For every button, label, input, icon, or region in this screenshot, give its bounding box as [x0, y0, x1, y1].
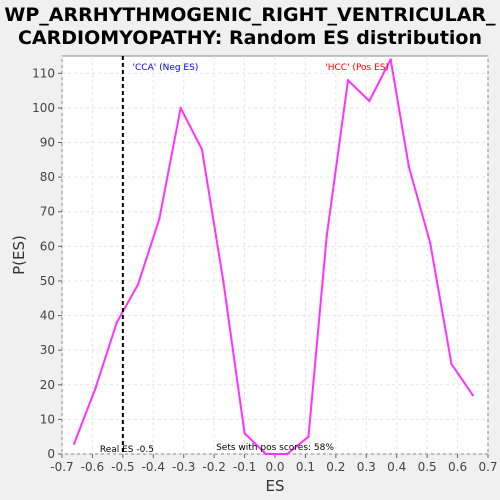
y-tick-label: 90: [40, 136, 55, 150]
y-tick-label: 40: [40, 309, 55, 323]
y-tick-label: 50: [40, 274, 55, 288]
x-tick-label: 0.6: [448, 460, 467, 474]
y-tick-label: 80: [40, 170, 55, 184]
y-tick-label: 100: [32, 101, 55, 115]
x-tick-label: -0.3: [172, 460, 195, 474]
x-tick-label: -0.1: [233, 460, 256, 474]
x-tick-label: -0.4: [142, 460, 165, 474]
y-tick-label: 20: [40, 378, 55, 392]
es-distribution-line: [73, 58, 474, 455]
x-tick-label: -0.2: [202, 460, 225, 474]
data-point: [307, 435, 310, 438]
data-point: [243, 432, 246, 435]
y-axis: 0 10 20 30 40 50 60 70 80 90 100 110: [32, 66, 62, 461]
chart-title-line-1: WP_ARRHYTHMOGENIC_RIGHT_VENTRICULAR_: [4, 4, 496, 26]
x-tick-label: -0.5: [111, 460, 134, 474]
y-tick-label: 30: [40, 343, 55, 357]
data-point: [222, 279, 225, 283]
data-point: [264, 452, 268, 456]
series-layer: [72, 58, 474, 456]
data-point: [325, 234, 328, 238]
data-point: [94, 387, 97, 390]
data-point: [72, 442, 76, 445]
y-axis-label: P(ES): [10, 235, 28, 275]
data-point: [158, 217, 161, 220]
x-axis-label: ES: [266, 477, 285, 495]
data-point: [346, 79, 350, 82]
data-point: [285, 452, 289, 456]
x-tick-label: 0.0: [265, 460, 284, 474]
data-point: [407, 165, 411, 168]
x-tick-label: -0.7: [50, 460, 73, 474]
x-tick-label: 0.1: [296, 460, 315, 474]
annotation-layer: Real ES -0.5 'CCA' (Neg ES) 'HCC' (Pos ES)…: [100, 56, 389, 455]
pos-es-label: 'HCC' (Pos ES): [325, 63, 389, 73]
x-tick-label: 0.4: [387, 460, 406, 474]
data-point: [200, 148, 204, 151]
y-tick-label: 70: [40, 205, 55, 219]
x-tick-label: 0.2: [326, 460, 345, 474]
data-point: [471, 393, 474, 397]
y-tick-label: 0: [47, 447, 55, 461]
y-tick-label: 110: [32, 66, 55, 80]
data-point: [389, 58, 392, 61]
x-tick-label: 0.3: [357, 460, 376, 474]
y-tick-label: 60: [40, 239, 55, 253]
x-tick-label: 0.7: [478, 460, 497, 474]
neg-es-label: 'CCA' (Neg ES): [133, 63, 199, 73]
x-axis: -0.7 -0.6 -0.5 -0.4 -0.3 -0.2 -0.1 0.0 0.1 0.2 0.3…: [50, 454, 498, 474]
chart-title-line-2: CARDIOMYOPATHY: Random ES distribution: [17, 27, 482, 49]
data-point: [428, 241, 432, 245]
data-point: [450, 362, 453, 366]
real-es-label: Real ES -0.5: [100, 445, 154, 455]
y-tick-label: 10: [40, 412, 55, 426]
pos-scores-note: Sets with pos scores: 58%: [216, 443, 334, 453]
data-point: [115, 321, 118, 324]
data-point: [136, 283, 140, 286]
data-point: [179, 106, 182, 110]
x-tick-label: 0.5: [418, 460, 437, 474]
data-point: [368, 99, 371, 103]
x-tick-label: -0.6: [81, 460, 104, 474]
